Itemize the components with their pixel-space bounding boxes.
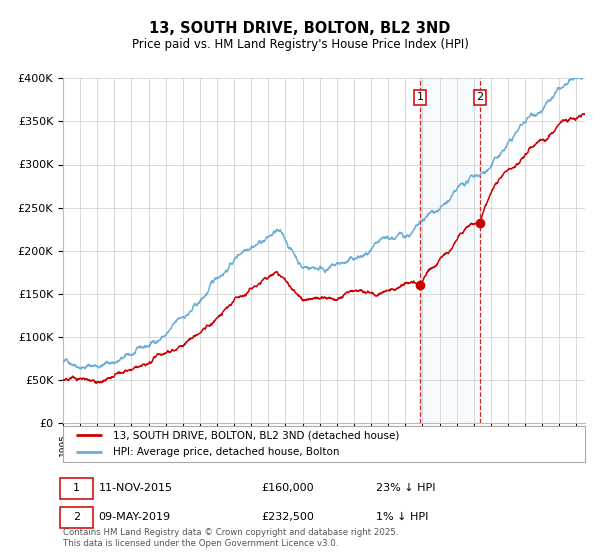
Text: HPI: Average price, detached house, Bolton: HPI: Average price, detached house, Bolt… — [113, 447, 339, 457]
Text: 2: 2 — [73, 512, 80, 522]
Text: 1: 1 — [73, 483, 80, 493]
Text: 11-NOV-2015: 11-NOV-2015 — [98, 483, 172, 493]
Text: 23% ↓ HPI: 23% ↓ HPI — [376, 483, 436, 493]
Text: 13, SOUTH DRIVE, BOLTON, BL2 3ND: 13, SOUTH DRIVE, BOLTON, BL2 3ND — [149, 21, 451, 36]
Text: £232,500: £232,500 — [262, 512, 314, 522]
FancyBboxPatch shape — [61, 507, 93, 528]
Bar — [420, 78, 480, 423]
Text: 13, SOUTH DRIVE, BOLTON, BL2 3ND (detached house): 13, SOUTH DRIVE, BOLTON, BL2 3ND (detach… — [113, 431, 399, 440]
FancyBboxPatch shape — [61, 478, 93, 499]
Text: 1: 1 — [416, 92, 424, 102]
Text: Price paid vs. HM Land Registry's House Price Index (HPI): Price paid vs. HM Land Registry's House … — [131, 38, 469, 51]
Text: 09-MAY-2019: 09-MAY-2019 — [98, 512, 170, 522]
Text: £160,000: £160,000 — [262, 483, 314, 493]
Text: 2: 2 — [476, 92, 484, 102]
Text: Contains HM Land Registry data © Crown copyright and database right 2025.
This d: Contains HM Land Registry data © Crown c… — [63, 528, 398, 548]
Text: 1% ↓ HPI: 1% ↓ HPI — [376, 512, 428, 522]
